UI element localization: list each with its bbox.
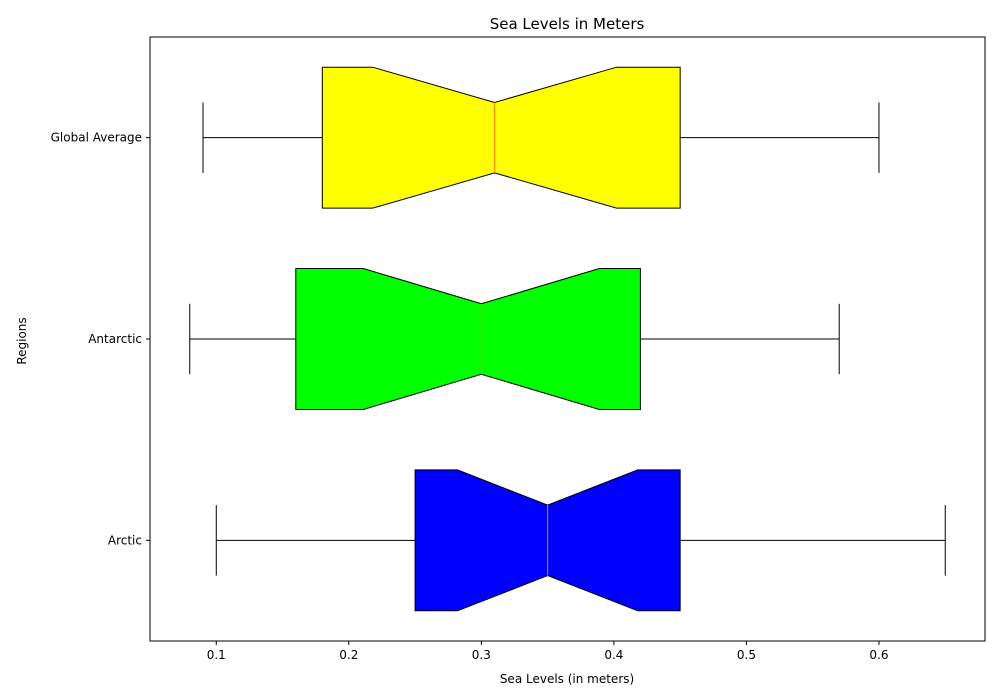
x-tick-label: 0.2 xyxy=(339,648,358,662)
x-tick-label: 0.3 xyxy=(472,648,491,662)
y-axis-title: Regions xyxy=(15,317,29,364)
x-tick-label: 0.6 xyxy=(869,648,888,662)
x-tick-label: 0.5 xyxy=(737,648,756,662)
notched-box xyxy=(295,268,641,410)
x-axis-title: Sea Levels (in meters) xyxy=(500,672,634,686)
box-group-global-average xyxy=(202,66,880,209)
x-tick-label: 0.4 xyxy=(604,648,623,662)
y-axis: Arctic Antarctic Global Average xyxy=(51,131,150,547)
chart-title: Sea Levels in Meters xyxy=(490,15,645,33)
notched-box xyxy=(321,66,681,209)
x-tick-label: 0.1 xyxy=(207,648,226,662)
x-axis: 0.1 0.2 0.3 0.4 0.5 0.6 xyxy=(207,641,889,662)
y-tick-label: Global Average xyxy=(51,131,142,145)
y-tick-label: Antarctic xyxy=(88,332,142,346)
box-group-arctic xyxy=(215,469,946,612)
box-group-antarctic xyxy=(189,268,840,410)
plot-area xyxy=(189,66,946,612)
y-tick-label: Arctic xyxy=(108,533,142,547)
